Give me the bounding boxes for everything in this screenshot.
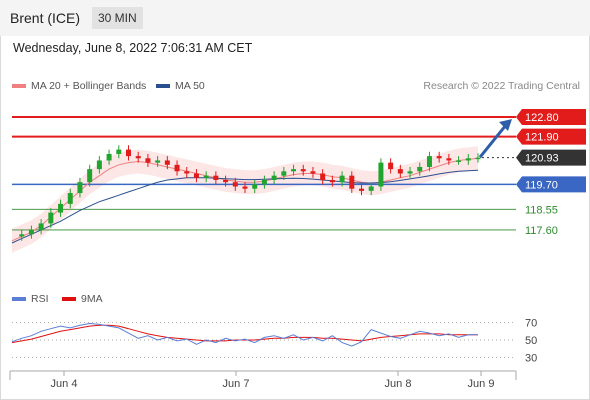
x-tick-label: Jun 9 — [468, 378, 495, 390]
rsi-swatch — [12, 297, 26, 302]
candle-body — [417, 166, 423, 172]
candle-body — [378, 162, 384, 187]
instrument-title: Brent (ICE) — [10, 10, 81, 26]
legend-rsi: RSI — [12, 293, 49, 305]
candle-body — [87, 169, 93, 183]
candle-body — [135, 156, 141, 159]
level-tag-122.80 — [516, 109, 586, 126]
level-tag-121.90 — [516, 128, 586, 145]
level-tag-120.93 — [516, 149, 586, 166]
x-tick-label: Jun 8 — [385, 378, 412, 390]
candle-body — [96, 160, 102, 170]
candle-body — [291, 169, 297, 172]
candle-body — [339, 175, 345, 183]
legend-ma20-label: MA 20 + Bollinger Bands — [31, 80, 147, 92]
rsi-line — [11, 322, 478, 347]
level-label-122.80: 122.80 — [525, 112, 559, 124]
9ma-swatch — [62, 297, 76, 302]
timeframe-button[interactable]: 30 MIN — [92, 7, 143, 29]
ma50-swatch — [156, 84, 170, 89]
candle-body — [58, 203, 64, 213]
candle-body — [407, 171, 413, 174]
credit-text: Research © 2022 Trading Central — [423, 80, 580, 92]
candle-body — [77, 182, 83, 194]
candle-body — [242, 186, 248, 189]
ma20-swatch — [12, 84, 26, 89]
candle-body — [174, 164, 180, 172]
candle-body — [475, 157, 481, 160]
candle-body — [368, 186, 374, 191]
candle-body — [155, 160, 161, 163]
candle-body — [426, 156, 432, 167]
ma50-line — [11, 169, 479, 244]
target-arrow-line — [478, 124, 508, 159]
candle-body — [465, 158, 471, 161]
level-label-117.60: 117.60 — [525, 225, 558, 237]
candle-body — [213, 175, 219, 180]
legend-ma20: MA 20 + Bollinger Bands — [12, 80, 146, 92]
candle-body — [320, 173, 326, 180]
candle-body — [193, 173, 199, 178]
rsi-tick-50: 50 — [525, 335, 537, 347]
legend-ma50: MA 50 — [156, 80, 205, 92]
legend-ma50-label: MA 50 — [175, 80, 205, 92]
candle-body — [388, 162, 394, 170]
candle-body — [126, 149, 131, 157]
candle-body — [145, 158, 151, 163]
candle-body — [310, 171, 316, 174]
candle-body — [271, 175, 277, 180]
candle-body — [329, 180, 335, 183]
level-label-120.93: 120.93 — [525, 153, 559, 165]
candle-body — [28, 229, 34, 235]
target-arrow-head — [499, 119, 512, 132]
candle-body — [397, 169, 403, 174]
legend-9ma: 9MA — [62, 293, 103, 305]
candle-body — [232, 182, 238, 187]
candle-body — [223, 180, 229, 183]
bollinger-band — [12, 146, 478, 253]
candle-body — [184, 171, 190, 174]
level-label-121.90: 121.90 — [525, 132, 559, 144]
x-tick-label: Jun 4 — [51, 378, 78, 390]
candle-body — [446, 158, 452, 161]
rsi-tick-30: 30 — [525, 352, 537, 364]
candle-body — [164, 160, 170, 165]
header-bar: Brent (ICE) 30 MIN — [0, 0, 590, 36]
candle-body — [38, 223, 44, 230]
candle-body — [359, 188, 364, 191]
level-tag-119.70 — [516, 176, 586, 193]
rsi-tick-70: 70 — [525, 318, 537, 330]
legend-9ma-label: 9MA — [81, 293, 103, 305]
candle-body — [116, 149, 122, 154]
candle-body — [436, 156, 442, 159]
candles — [19, 145, 481, 241]
candle-body — [252, 184, 258, 189]
candle-body — [281, 171, 287, 176]
candle-body — [203, 175, 209, 178]
legend-rsi-label: RSI — [31, 293, 49, 305]
rsi-9ma-line — [11, 324, 478, 344]
candle-body — [349, 175, 355, 189]
candle-body — [300, 169, 306, 172]
candle-body — [261, 180, 267, 185]
x-tick-label: Jun 7 — [223, 378, 250, 390]
level-label-118.55: 118.55 — [525, 204, 558, 216]
candle-body — [67, 193, 73, 204]
candle-body — [19, 234, 25, 237]
candle-body — [48, 212, 54, 224]
candle-body — [456, 160, 462, 162]
datetime-label: Wednesday, June 8, 2022 7:06:31 AM CET — [13, 41, 253, 55]
candle-body — [106, 153, 112, 161]
level-label-119.70: 119.70 — [525, 179, 558, 191]
